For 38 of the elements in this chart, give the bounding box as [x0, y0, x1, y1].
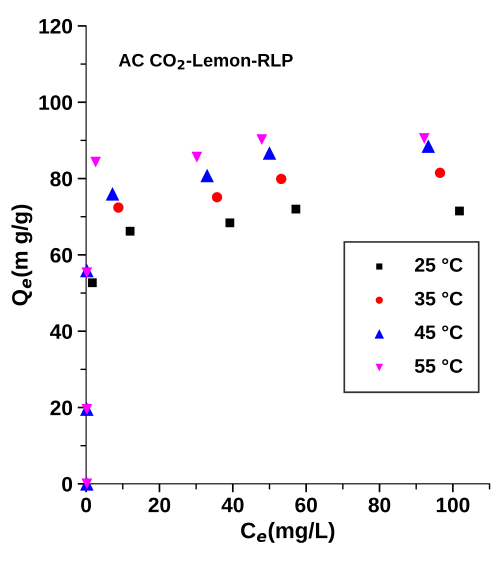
point: [418, 133, 430, 144]
point: [200, 168, 214, 182]
y-axis-title: Q$_{e}$(m g/g): [11, 204, 32, 306]
y-tick-label: 100: [39, 95, 72, 110]
x-tick-label: 0: [81, 498, 92, 512]
point: [434, 168, 446, 178]
y-tick-label: 40: [50, 324, 72, 339]
x-axis-title: C$_{e}$(mg/L): [241, 522, 334, 543]
point: [291, 204, 300, 214]
y-tick-label: 120: [39, 18, 72, 34]
y-tick-label: 80: [50, 172, 72, 186]
x-tick-label: 100: [436, 498, 470, 512]
point: [225, 218, 234, 228]
point: [191, 152, 202, 163]
point: [422, 139, 436, 153]
y-tick-label: 20: [50, 400, 72, 416]
legend-label: 45 °C: [414, 325, 463, 340]
point: [262, 146, 276, 160]
point: [126, 226, 135, 236]
point: [90, 156, 102, 168]
text: AC CO$_{2}$-Lemon-RLP: [118, 54, 293, 70]
legend-label: 35 °C: [414, 292, 463, 306]
point: [113, 202, 124, 213]
y-tick-label: 0: [62, 476, 72, 492]
x-tick-label: 20: [148, 498, 170, 512]
y-tick-label: 60: [50, 248, 72, 263]
point: [276, 174, 286, 184]
point: [256, 134, 268, 146]
legend-label: 25 °C: [414, 258, 463, 272]
legend-label: 55 °C: [414, 359, 463, 373]
point: [81, 267, 92, 278]
point: [88, 278, 97, 288]
point: [455, 206, 464, 216]
x-tick-label: 80: [368, 498, 390, 512]
x-tick-label: 60: [295, 498, 317, 512]
x-tick-label: 40: [222, 498, 244, 512]
point: [212, 192, 222, 202]
point: [106, 187, 120, 201]
